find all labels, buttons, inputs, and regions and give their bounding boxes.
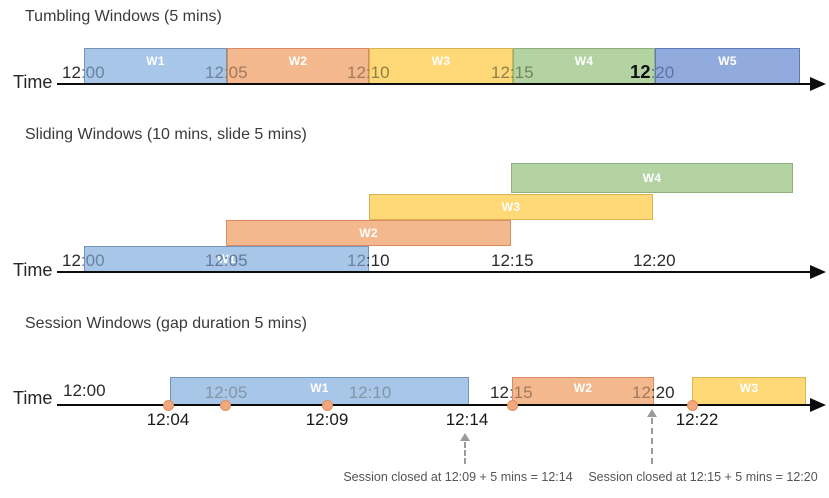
window-bar-tumbling-w5: W5 [655,48,800,84]
axis-label-time-tumbling: Time [13,72,53,92]
axis-time-label: 12:05 [205,383,248,403]
axis-label-time-sliding: Time [13,260,53,280]
time-label-part: 12:05 [205,251,248,270]
dashed-arrow-up-icon [460,433,470,441]
window-bar-sliding-w3: W3 [369,194,653,220]
time-label-part: 12:20 [633,251,676,270]
window-bar-sliding-w2: W2 [226,220,511,246]
axis-time-label: 12:00 [62,251,105,271]
axis-time-label: 12:10 [347,251,390,271]
time-label-part: :20 [650,383,675,402]
window-label-w1: W1 [310,381,329,395]
window-bar-tumbling-w1: W1 [84,48,227,84]
time-label-part: 12 [491,63,510,82]
axis-time-label: 12:20 [630,61,674,83]
session-annotation: Session closed at 12:15 + 5 mins = 12:20 [588,470,818,484]
axis-time-label: 12:15 [490,383,533,403]
section-title-tumbling: Tumbling Windows (5 mins) [25,8,222,25]
time-label-part: :15 [508,383,533,402]
event-dot [687,400,698,411]
time-label-part: :05 [223,63,248,82]
time-label-part: 12:05 [204,383,248,402]
window-label-w2: W2 [573,381,593,395]
time-label-part: 12 [632,383,651,402]
time-axis-tumbling [57,83,814,85]
axis-label-time-session: Time [13,388,53,408]
event-dot [507,400,518,411]
event-time-label: 12:09 [305,410,349,429]
axis-time-label: 12:15 [491,63,534,83]
time-label-part: 12:00 [63,381,106,400]
dashed-arrow-line [464,442,466,464]
window-bar-session-w1: W1 [170,377,469,405]
axis-time-label: 12:20 [633,251,676,271]
session-annotation: Session closed at 12:09 + 5 mins = 12:14 [343,470,573,484]
axis-arrowhead-sliding [810,265,826,279]
axis-time-label: 12:10 [347,63,390,83]
event-time-label: 12:14 [445,410,489,429]
axis-time-label: 12:05 [205,251,248,271]
time-axis-session [57,404,814,406]
time-label-part: :15 [509,63,534,82]
time-label-part: 12 [62,63,81,82]
axis-time-label: 12:20 [632,383,675,403]
event-dot [163,400,174,411]
window-bar-session-w2: W2 [512,377,654,405]
window-bar-session-w3: W3 [692,377,806,405]
time-label-part: 12 [490,383,509,402]
dashed-arrow-line [651,418,653,464]
time-label-part: :10 [365,251,390,270]
dashed-arrow-up-icon [647,409,657,417]
event-time-label: 12:04 [146,410,190,429]
time-axis-sliding [57,271,814,273]
time-label-part: 12 [205,63,224,82]
time-label-part: 12 [630,61,651,82]
window-label-w3: W3 [739,381,759,395]
axis-arrowhead-session [810,398,826,412]
axis-arrowhead-tumbling [810,77,826,91]
window-label-w3: W3 [431,54,451,68]
event-time-label: 12:22 [675,410,719,429]
axis-time-label: 12:05 [205,63,248,83]
event-dot [220,400,231,411]
time-label-part: :10 [365,63,390,82]
window-label-w3: W3 [501,200,521,214]
window-label-w4: W4 [574,54,594,68]
window-label-w2: W2 [288,54,308,68]
section-title-session: Session Windows (gap duration 5 mins) [25,315,307,332]
window-label-w1: W1 [217,252,236,266]
time-label-part: 12 [347,63,366,82]
window-bar-tumbling-w3: W3 [369,48,513,84]
axis-time-label: 12:15 [491,251,534,271]
section-title-sliding: Sliding Windows (10 mins, slide 5 mins) [25,126,307,143]
axis-time-label: 12:10 [349,383,392,403]
time-label-part: 12:10 [348,383,392,402]
event-dot [322,400,333,411]
window-label-w1: W1 [146,54,165,68]
window-label-w4: W4 [642,171,662,185]
time-label-part: 12 [62,251,81,270]
time-label-part: :20 [650,63,675,82]
axis-time-label: 12:00 [63,381,106,401]
time-label-part: :00 [80,63,105,82]
window-label-w2: W2 [359,226,378,240]
window-bar-sliding-w1: W1 [84,246,369,272]
axis-time-label: 12:00 [62,63,105,83]
window-label-w5: W5 [718,54,737,68]
window-bar-sliding-w4: W4 [511,163,793,193]
time-label-part: 12 [347,251,366,270]
time-label-part: :00 [80,251,105,270]
time-label-part: 12:15 [491,251,534,270]
